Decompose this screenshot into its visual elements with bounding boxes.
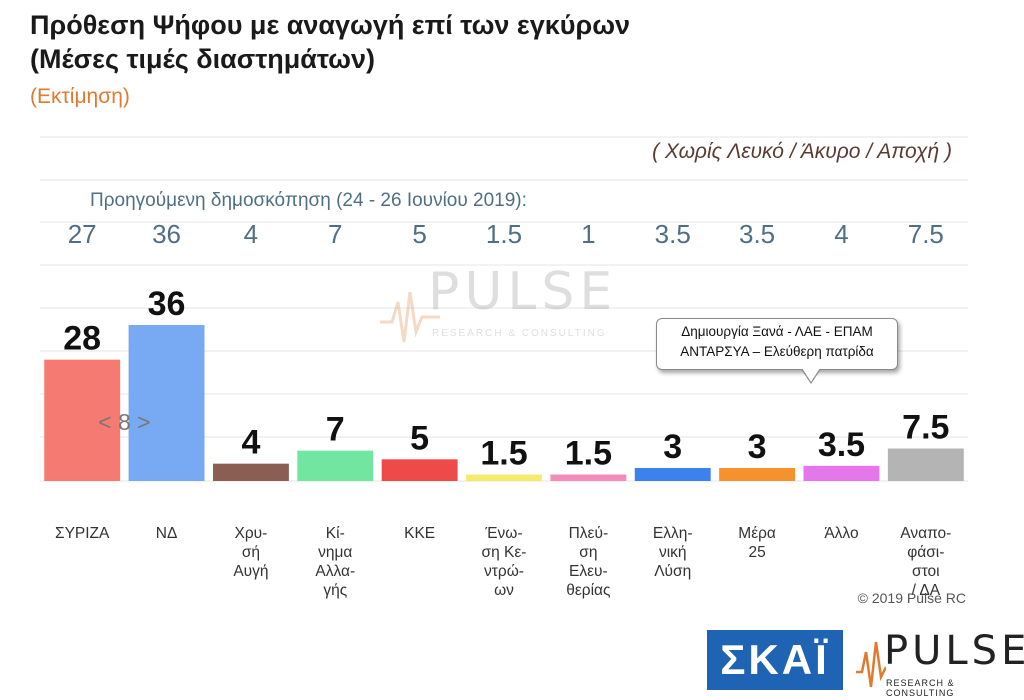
bar-value-label: 5 xyxy=(410,419,429,457)
category-label: Ελευ- xyxy=(569,563,608,580)
previous-value-label: 4 xyxy=(834,219,848,249)
previous-value-label: 1.5 xyxy=(486,219,522,249)
category-label: ων xyxy=(494,582,514,599)
previous-value-label: 1 xyxy=(581,219,595,249)
bar-value-label: 28 xyxy=(63,320,101,358)
bar xyxy=(803,465,880,481)
bar xyxy=(719,468,796,481)
category-label: θερίας xyxy=(566,582,610,599)
category-label: στοι xyxy=(912,563,940,580)
callout-tail-fill xyxy=(802,368,820,382)
exclusion-note: ( Χωρίς Λευκό / Άκυρο / Αποχή ) xyxy=(652,140,952,163)
chart-title-line1: Πρόθεση Ψήφου με αναγωγή επί των εγκύρων xyxy=(30,10,631,40)
previous-value-label: 5 xyxy=(412,219,426,249)
category-label: Αλλα- xyxy=(315,563,355,580)
watermark-text: PULSE xyxy=(428,262,618,322)
bar-value-label: 7.5 xyxy=(902,409,949,447)
previous-value-label: 3.5 xyxy=(655,219,691,249)
bar-value-label: 36 xyxy=(148,285,186,323)
pulse-wave-icon xyxy=(380,291,440,343)
chart-title: Πρόθεση Ψήφου με αναγωγή επί των εγκύρων… xyxy=(30,8,630,76)
category-label: Μέρα xyxy=(738,525,776,542)
bar xyxy=(550,474,627,481)
bar xyxy=(297,450,374,481)
category-label: Πλεύ- xyxy=(569,525,609,542)
previous-value-label: 27 xyxy=(68,219,97,249)
category-label: νική xyxy=(659,544,687,561)
previous-poll-label: Προηγούμενη δημοσκόπηση (24 - 26 Ιουνίου… xyxy=(90,190,527,211)
pulse-logo-wave-icon xyxy=(856,641,886,688)
chart-title-line2: (Μέσες τιμές διαστημάτων) xyxy=(30,44,376,74)
category-label: ση Κε- xyxy=(482,544,527,561)
pulse-logo-subtext: RESEARCH & CONSULTING xyxy=(886,678,955,698)
bar xyxy=(887,448,964,481)
category-label: ΝΔ xyxy=(156,525,178,542)
callout-line2: ΑΝΤΑΡΣΥΑ – Ελεύθερη πατρίδα xyxy=(680,344,874,359)
difference-label: < 8 > xyxy=(98,409,150,435)
bar xyxy=(128,325,205,481)
category-label: φάσι- xyxy=(907,544,944,561)
category-label: σή xyxy=(242,544,260,561)
category-label: Άλλο xyxy=(824,525,858,542)
bar-value-label: 3.5 xyxy=(818,426,865,464)
category-label: Κί- xyxy=(326,525,345,542)
previous-value-label: 3.5 xyxy=(739,219,775,249)
category-label: / ΔΑ xyxy=(912,582,941,599)
bar xyxy=(381,459,458,481)
category-label: Ένω- xyxy=(484,525,522,542)
pulse-logo-text: PULSE xyxy=(884,628,1024,674)
skai-logo: ΣΚΑΪ xyxy=(707,630,843,690)
category-label: Χρυ- xyxy=(235,525,268,542)
callout-line1: Δημιουργία Ξανά - ΛΑΕ - ΕΠΑΜ xyxy=(681,324,873,339)
chart-subtitle: (Εκτίμηση) xyxy=(30,85,130,108)
other-parties-callout: Δημιουργία Ξανά - ΛΑΕ - ΕΠΑΜ ΑΝΤΑΡΣΥΑ – … xyxy=(656,318,898,384)
watermark-subtext: RESEARCH & CONSULTING xyxy=(432,328,607,339)
category-label: Ελλη- xyxy=(653,525,693,542)
pulse-logo: PULSE RESEARCH & CONSULTING xyxy=(856,628,1024,698)
category-label: Αναπο- xyxy=(900,525,951,542)
bar-value-label: 4 xyxy=(241,424,260,462)
bar xyxy=(466,474,542,481)
bar-value-label: 3 xyxy=(663,428,682,466)
category-label: νημα xyxy=(318,544,352,561)
category-label: 25 xyxy=(748,544,765,561)
bar-value-label: 1.5 xyxy=(565,435,612,473)
category-label: ΚΚΕ xyxy=(404,525,435,542)
previous-value-label: 4 xyxy=(244,219,258,249)
category-label: γής xyxy=(323,582,347,599)
previous-value-label: 7 xyxy=(328,219,342,249)
pulse-watermark: PULSE RESEARCH & CONSULTING xyxy=(380,262,630,352)
bar xyxy=(634,468,711,481)
bar xyxy=(44,359,121,481)
bar-value-label: 3 xyxy=(748,428,767,466)
previous-value-label: 7.5 xyxy=(908,219,944,249)
category-label: ντρώ- xyxy=(484,563,524,580)
previous-value-label: 36 xyxy=(152,219,181,249)
bar-value-label: 7 xyxy=(326,411,345,449)
category-label: Λύση xyxy=(654,563,691,580)
bar xyxy=(212,463,289,481)
category-label: ΣΥΡΙΖΑ xyxy=(55,525,110,542)
category-label: Αυγή xyxy=(233,563,268,580)
copyright: © 2019 Pulse RC xyxy=(857,590,966,606)
category-label: ση xyxy=(579,544,597,561)
bar-value-label: 1.5 xyxy=(480,435,527,473)
